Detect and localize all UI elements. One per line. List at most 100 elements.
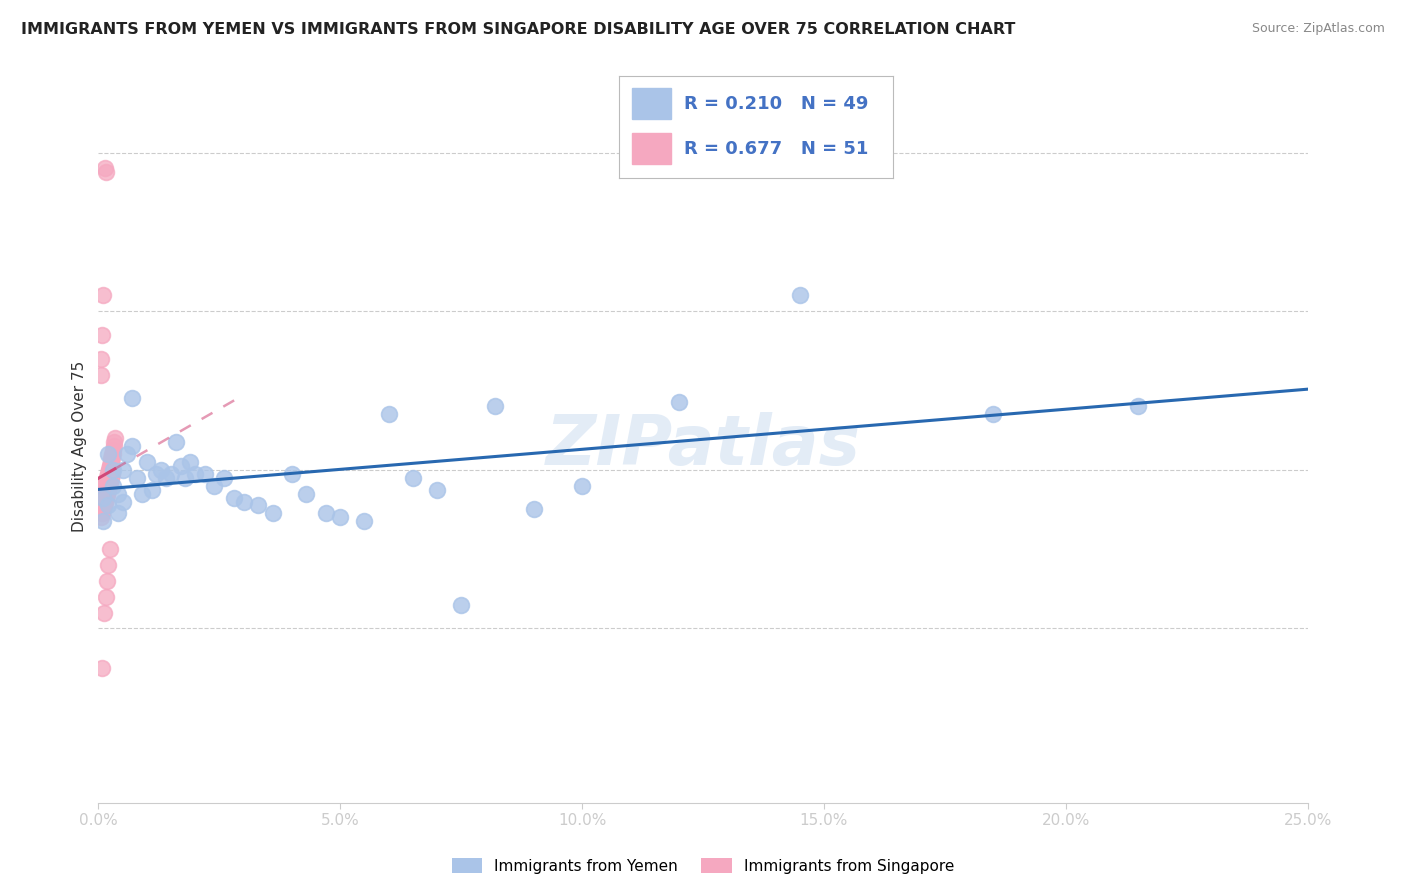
Point	[160, 467, 183, 481]
Point	[103, 435, 125, 450]
Point	[97, 499, 120, 513]
Point	[91, 507, 114, 521]
Point	[222, 491, 245, 505]
Point	[91, 514, 114, 528]
Bar	[633, 133, 671, 164]
Point	[101, 450, 124, 465]
Point	[107, 486, 129, 500]
Point	[1128, 400, 1150, 414]
Point	[101, 447, 124, 461]
Point	[97, 478, 120, 492]
Point	[329, 510, 352, 524]
Point	[90, 494, 112, 508]
Point	[94, 165, 117, 179]
Point	[571, 478, 593, 492]
Point	[93, 499, 115, 513]
Point	[212, 471, 235, 485]
Point	[131, 486, 153, 500]
Point	[96, 471, 118, 485]
Point	[93, 499, 115, 513]
Point	[295, 486, 318, 500]
Point	[402, 471, 425, 485]
Point	[184, 467, 207, 481]
Point	[127, 471, 149, 485]
Point	[98, 475, 121, 489]
Point	[247, 499, 270, 513]
Point	[91, 494, 114, 508]
Text: ZIPatlas: ZIPatlas	[546, 412, 860, 480]
Point	[981, 407, 1004, 421]
Point	[98, 475, 121, 489]
Point	[96, 574, 118, 588]
Point	[104, 431, 127, 445]
Point	[204, 478, 226, 492]
Point	[174, 471, 197, 485]
Point	[484, 400, 506, 414]
Point	[93, 478, 115, 492]
Point	[101, 467, 124, 481]
Point	[97, 467, 120, 481]
Text: R = 0.210   N = 49: R = 0.210 N = 49	[685, 95, 869, 112]
Legend: Immigrants from Yemen, Immigrants from Singapore: Immigrants from Yemen, Immigrants from S…	[446, 852, 960, 880]
Point	[103, 439, 125, 453]
Point	[135, 455, 157, 469]
Point	[97, 483, 120, 497]
Point	[141, 483, 163, 497]
Point	[101, 463, 124, 477]
Point	[94, 478, 117, 492]
Point	[94, 475, 117, 489]
Point	[155, 471, 177, 485]
Point	[315, 507, 337, 521]
Y-axis label: Disability Age Over 75: Disability Age Over 75	[72, 360, 87, 532]
Text: IMMIGRANTS FROM YEMEN VS IMMIGRANTS FROM SINGAPORE DISABILITY AGE OVER 75 CORREL: IMMIGRANTS FROM YEMEN VS IMMIGRANTS FROM…	[21, 22, 1015, 37]
Point	[98, 463, 121, 477]
Point	[426, 483, 449, 497]
Point	[179, 455, 201, 469]
Point	[450, 598, 472, 612]
Point	[101, 463, 124, 477]
Point	[96, 471, 118, 485]
Point	[107, 507, 129, 521]
Point	[101, 478, 124, 492]
Point	[281, 467, 304, 481]
Point	[523, 502, 546, 516]
Point	[91, 491, 114, 505]
Point	[97, 467, 120, 481]
Point	[97, 463, 120, 477]
Text: Source: ZipAtlas.com: Source: ZipAtlas.com	[1251, 22, 1385, 36]
Point	[103, 442, 125, 457]
Point	[90, 351, 112, 366]
Point	[90, 510, 112, 524]
Point	[100, 471, 122, 485]
Point	[93, 483, 115, 497]
Point	[100, 467, 122, 481]
Point	[111, 463, 134, 477]
Point	[101, 447, 124, 461]
Point	[96, 486, 118, 500]
Point	[97, 558, 120, 572]
Point	[121, 439, 143, 453]
Point	[117, 447, 139, 461]
Point	[98, 542, 121, 557]
Point	[93, 483, 115, 497]
Bar	[633, 88, 671, 119]
Point	[194, 467, 217, 481]
Point	[90, 507, 112, 521]
Point	[91, 502, 114, 516]
Point	[97, 447, 120, 461]
Point	[100, 455, 122, 469]
Point	[97, 483, 120, 497]
Point	[94, 590, 117, 604]
Point	[165, 435, 187, 450]
Point	[98, 458, 121, 473]
Point	[100, 450, 122, 465]
Point	[91, 661, 114, 675]
Point	[91, 288, 114, 302]
Point	[262, 507, 284, 521]
Point	[100, 471, 122, 485]
Point	[93, 606, 115, 620]
Point	[90, 486, 112, 500]
Point	[94, 494, 117, 508]
Point	[232, 494, 254, 508]
Point	[93, 494, 115, 508]
